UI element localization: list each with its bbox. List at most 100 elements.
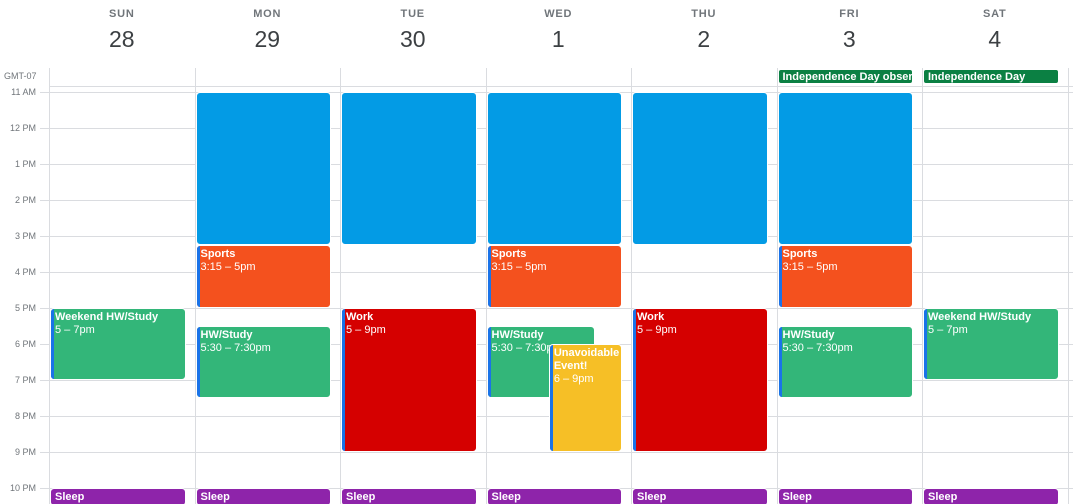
event-color-stripe (924, 309, 927, 379)
calendar-event[interactable] (777, 92, 913, 245)
all-day-event[interactable]: Independence Day observed (777, 69, 913, 84)
day-header-mon[interactable]: MON 29 (195, 0, 341, 68)
hour-grid-line (40, 452, 1073, 453)
event-title: Sleep (782, 491, 812, 503)
event-time: 5 – 9pm (637, 324, 677, 336)
event-title: Sleep (928, 491, 958, 503)
day-header-wed[interactable]: WED 1 (486, 0, 632, 68)
calendar-event[interactable]: Sleep (632, 488, 768, 504)
event-time: 5 – 7pm (928, 324, 968, 336)
calendar-event[interactable]: Weekend HW/Study 5 – 7pm (50, 308, 186, 380)
grid-column-divider (1068, 68, 1069, 504)
event-title: Sleep (55, 491, 85, 503)
event-color-stripe (196, 327, 200, 397)
calendar-event[interactable] (632, 92, 768, 245)
day-of-week-label: TUE (400, 8, 425, 20)
grid-line (49, 86, 1073, 87)
event-title: Sports (782, 248, 818, 260)
calendar-event[interactable]: HW/Study 5:30 – 7:30pm (777, 326, 913, 398)
event-color-stripe (196, 246, 200, 307)
calendar-event[interactable]: Sleep (50, 488, 186, 504)
calendar-event[interactable]: Sleep (195, 488, 331, 504)
calendar-event[interactable]: HW/Study 5:30 – 7:30pm (486, 326, 595, 398)
calendar-event[interactable]: Sleep (341, 488, 477, 504)
timezone-label: GMT-07 (4, 71, 37, 81)
event-time: 6 – 9pm (553, 373, 594, 385)
event-color-stripe (549, 345, 553, 451)
event-time: 5 – 7pm (55, 324, 95, 336)
calendar-event[interactable]: Sports 3:15 – 5pm (777, 245, 913, 308)
event-color-stripe (51, 309, 54, 379)
day-of-week-label: FRI (839, 8, 860, 20)
grid-column-divider (631, 68, 632, 504)
hour-label: 11 AM (11, 87, 36, 97)
day-of-week-label: SUN (108, 8, 135, 20)
event-time: 5:30 – 7:30pm (491, 342, 562, 354)
calendar-event[interactable] (341, 92, 477, 245)
hour-label: 3 PM (14, 231, 36, 241)
hour-label: 12 PM (9, 123, 36, 133)
day-of-week-label: WED (544, 8, 573, 20)
event-title: Sleep (637, 491, 667, 503)
calendar-event[interactable]: Sports 3:15 – 5pm (195, 245, 331, 308)
day-header-sat[interactable]: SAT 4 (922, 0, 1068, 68)
event-color-stripe (778, 327, 782, 397)
event-color-stripe (487, 327, 491, 397)
grid-column-divider (340, 68, 341, 504)
event-title: Sleep (200, 491, 230, 503)
all-day-event[interactable]: Independence Day (923, 69, 1059, 84)
hour-label: 4 PM (14, 267, 36, 277)
event-color-stripe (487, 246, 491, 307)
day-number[interactable]: 30 (399, 26, 426, 52)
hour-label: 6 PM (14, 339, 36, 349)
day-number[interactable]: 3 (842, 26, 856, 52)
day-number[interactable]: 29 (254, 26, 281, 52)
day-header-fri[interactable]: FRI 3 (777, 0, 923, 68)
hour-label: 10 PM (9, 483, 36, 493)
calendar-event[interactable] (195, 92, 331, 245)
event-title: Sports (491, 248, 527, 260)
event-title: HW/Study (200, 329, 253, 341)
day-number[interactable]: 4 (988, 26, 1002, 52)
event-title: Work (346, 311, 374, 323)
hour-grid-line (40, 308, 1073, 309)
day-header-sun[interactable]: SUN 28 (49, 0, 195, 68)
calendar-event[interactable]: Work 5 – 9pm (341, 308, 477, 452)
calendar-event[interactable]: Weekend HW/Study 5 – 7pm (923, 308, 1059, 380)
event-title: Unavoidable Event! (553, 347, 620, 372)
event-time: 3:15 – 5pm (200, 261, 256, 273)
day-header-tue[interactable]: TUE 30 (340, 0, 486, 68)
calendar-event[interactable]: Sleep (486, 488, 622, 504)
calendar-event[interactable]: Unavoidable Event! 6 – 9pm (548, 344, 622, 452)
calendar-event[interactable] (486, 92, 622, 245)
calendar-event[interactable]: Sports 3:15 – 5pm (486, 245, 622, 308)
day-of-week-label: THU (691, 8, 717, 20)
event-title: Sleep (491, 491, 521, 503)
day-of-week-label: MON (253, 8, 282, 20)
day-of-week-label: SAT (982, 8, 1007, 20)
hour-label: 8 PM (14, 411, 36, 421)
calendar-event[interactable]: Work 5 – 9pm (632, 308, 768, 452)
event-title: Weekend HW/Study (928, 311, 1032, 323)
day-number[interactable]: 28 (108, 26, 135, 52)
day-header-thu[interactable]: THU 2 (631, 0, 777, 68)
event-title: Work (637, 311, 665, 323)
calendar-event[interactable]: HW/Study 5:30 – 7:30pm (195, 326, 331, 398)
event-time: 5:30 – 7:30pm (200, 342, 271, 354)
event-time: 3:15 – 5pm (491, 261, 547, 273)
hour-label: 5 PM (14, 303, 36, 313)
grid-column-divider (922, 68, 923, 504)
event-color-stripe (633, 309, 636, 451)
event-time: 5:30 – 7:30pm (782, 342, 853, 354)
day-number[interactable]: 1 (551, 26, 565, 52)
day-number[interactable]: 2 (697, 26, 711, 52)
event-title: Weekend HW/Study (55, 311, 159, 323)
event-color-stripe (342, 309, 345, 451)
hour-label: 9 PM (14, 447, 36, 457)
calendar-event[interactable]: Sleep (923, 488, 1059, 504)
event-title: Sports (200, 248, 236, 260)
event-title: HW/Study (782, 329, 835, 341)
event-color-stripe (778, 246, 782, 307)
calendar-event[interactable]: Sleep (777, 488, 913, 504)
